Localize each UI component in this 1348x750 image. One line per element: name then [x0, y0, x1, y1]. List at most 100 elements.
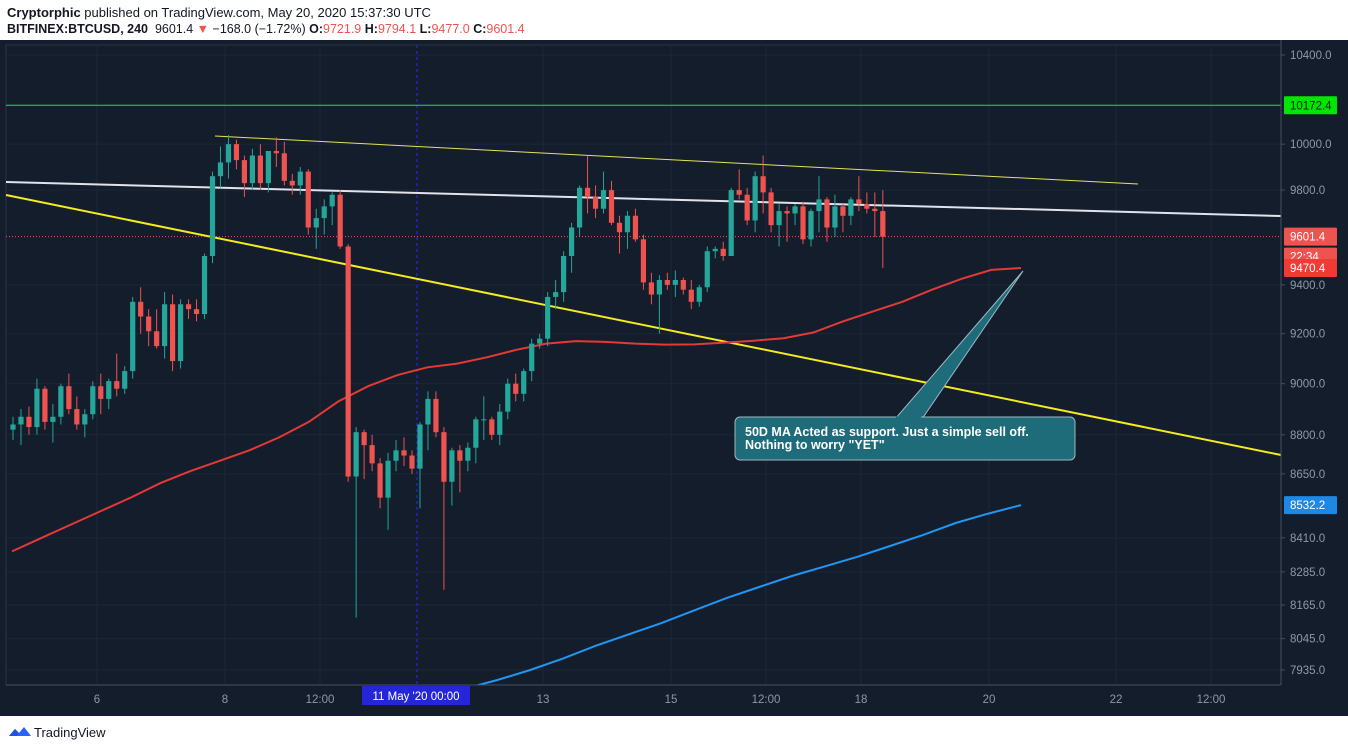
candle-down	[337, 194, 343, 247]
candle-up	[704, 251, 710, 288]
candle-up	[600, 190, 607, 209]
chart-area[interactable]: 50D MA Acted as support. Just a simple s…	[0, 40, 1348, 716]
time-tick-label: 12:00	[752, 694, 781, 706]
candle-down	[840, 206, 846, 216]
chart-header-line1: Cryptorphic published on TradingView.com…	[7, 5, 431, 20]
candle-up	[624, 215, 631, 233]
white-trendline	[5, 181, 1282, 217]
price-tick-label: 8410.0	[1290, 533, 1325, 545]
candle-up	[18, 416, 24, 425]
candle-down	[257, 155, 263, 184]
candle-up	[10, 424, 16, 430]
candle-up	[90, 386, 96, 415]
price-tick-label: 9200.0	[1290, 329, 1325, 341]
candle-up	[473, 419, 479, 448]
candle-up	[569, 227, 575, 256]
candle-up	[329, 194, 335, 207]
candle-down	[138, 301, 144, 317]
low-label: L:	[419, 22, 432, 36]
last-price-text: 9601.4	[154, 22, 194, 36]
candle-down	[233, 144, 240, 161]
candle-down	[281, 153, 287, 181]
price-chart[interactable]: 50D MA Acted as support. Just a simple s…	[0, 40, 1348, 716]
time-tick-label: 6	[94, 694, 100, 706]
candle-up	[34, 388, 40, 428]
annotation-line-1: 50D MA Acted as support. Just a simple s…	[745, 425, 1029, 439]
candle-up	[321, 206, 327, 219]
chart-header-line2: BITFINEX:BTCUSD, 240 9601.4 ▼ −168.0 (−1…	[7, 22, 525, 36]
candle-up	[529, 343, 535, 372]
candle-up	[545, 296, 551, 339]
ma200-line	[431, 504, 1022, 696]
ma50-price-label: 9470.4	[1290, 263, 1326, 275]
candle-down	[648, 282, 654, 295]
price-tick-label: 8045.0	[1290, 634, 1325, 646]
candle-down	[584, 187, 591, 198]
candle-down	[457, 450, 463, 461]
candle-down	[736, 190, 742, 195]
candle-down	[632, 215, 639, 240]
candle-down	[744, 194, 750, 221]
candle-up	[712, 248, 718, 252]
candle-up	[553, 292, 559, 297]
candle-up	[265, 150, 271, 184]
candles	[10, 135, 886, 618]
candle-up	[177, 304, 184, 362]
candle-up	[425, 398, 431, 425]
candle-up	[58, 386, 64, 417]
horizontal-level-price-label: 10172.4	[1290, 100, 1332, 112]
candle-up	[505, 383, 511, 412]
open-label: O:	[309, 22, 324, 36]
time-axis[interactable]: 6 8 12:00 13 15 12:00 18 20 22 12:00 11 May '20 00…	[0, 684, 1348, 716]
candle-down	[640, 239, 647, 283]
candle-down	[273, 150, 279, 154]
candle-up	[313, 218, 319, 228]
price-tick-label: 9800.0	[1290, 185, 1325, 197]
candle-up	[816, 199, 822, 212]
candle-down	[289, 180, 295, 186]
price-tick-label: 8285.0	[1290, 567, 1325, 579]
annotation-line-2: Nothing to worry "YET"	[745, 438, 885, 452]
ma50-price-label-bg	[1284, 258, 1337, 277]
open-value: 9721.9	[323, 22, 362, 36]
candle-down	[592, 197, 599, 209]
price-axis[interactable]: 10400.0 10000.0 9800.0 9400.0 9200.0 9000.0 88…	[1280, 40, 1348, 716]
candle-down	[241, 160, 248, 184]
tradingview-brand[interactable]: TradingView	[34, 725, 106, 740]
grid-lines	[6, 45, 1281, 685]
symbol-label[interactable]: BITFINEX:BTCUSD, 240	[7, 22, 148, 36]
candle-down	[409, 455, 415, 469]
author-name[interactable]: Cryptorphic	[7, 5, 81, 20]
time-tick-label: 20	[983, 694, 996, 706]
candle-down	[513, 383, 519, 394]
tradingview-logo-icon[interactable]	[8, 724, 32, 740]
candle-down	[377, 463, 383, 498]
candle-up	[561, 255, 567, 293]
annotation-callout[interactable]: 50D MA Acted as support. Just a simple s…	[734, 270, 1076, 461]
high-label: H:	[364, 22, 378, 36]
price-tick-label: 9400.0	[1290, 280, 1325, 292]
candle-up	[297, 171, 303, 186]
candle-down	[856, 199, 862, 205]
candle-up	[201, 255, 208, 315]
candle-up	[481, 419, 487, 421]
candle-down	[154, 331, 160, 347]
candle-up	[385, 460, 391, 498]
last-price-label: 9601.4	[1290, 232, 1326, 244]
candle-up	[130, 301, 136, 372]
date-cursor-label-bg	[362, 686, 470, 705]
down-arrow-icon: ▼	[196, 22, 210, 36]
moving-averages	[11, 267, 1022, 696]
candle-down	[720, 248, 726, 256]
price-tick-label: 8650.0	[1290, 469, 1325, 481]
price-axis-bg	[1281, 40, 1348, 716]
candle-up	[776, 211, 782, 226]
candle-down	[768, 192, 774, 226]
candle-up	[249, 155, 255, 184]
candle-down	[880, 211, 886, 237]
candle-up	[209, 176, 216, 256]
candle-down	[688, 289, 694, 302]
candle-down	[800, 206, 806, 240]
price-tick-label: 10000.0	[1290, 139, 1332, 151]
